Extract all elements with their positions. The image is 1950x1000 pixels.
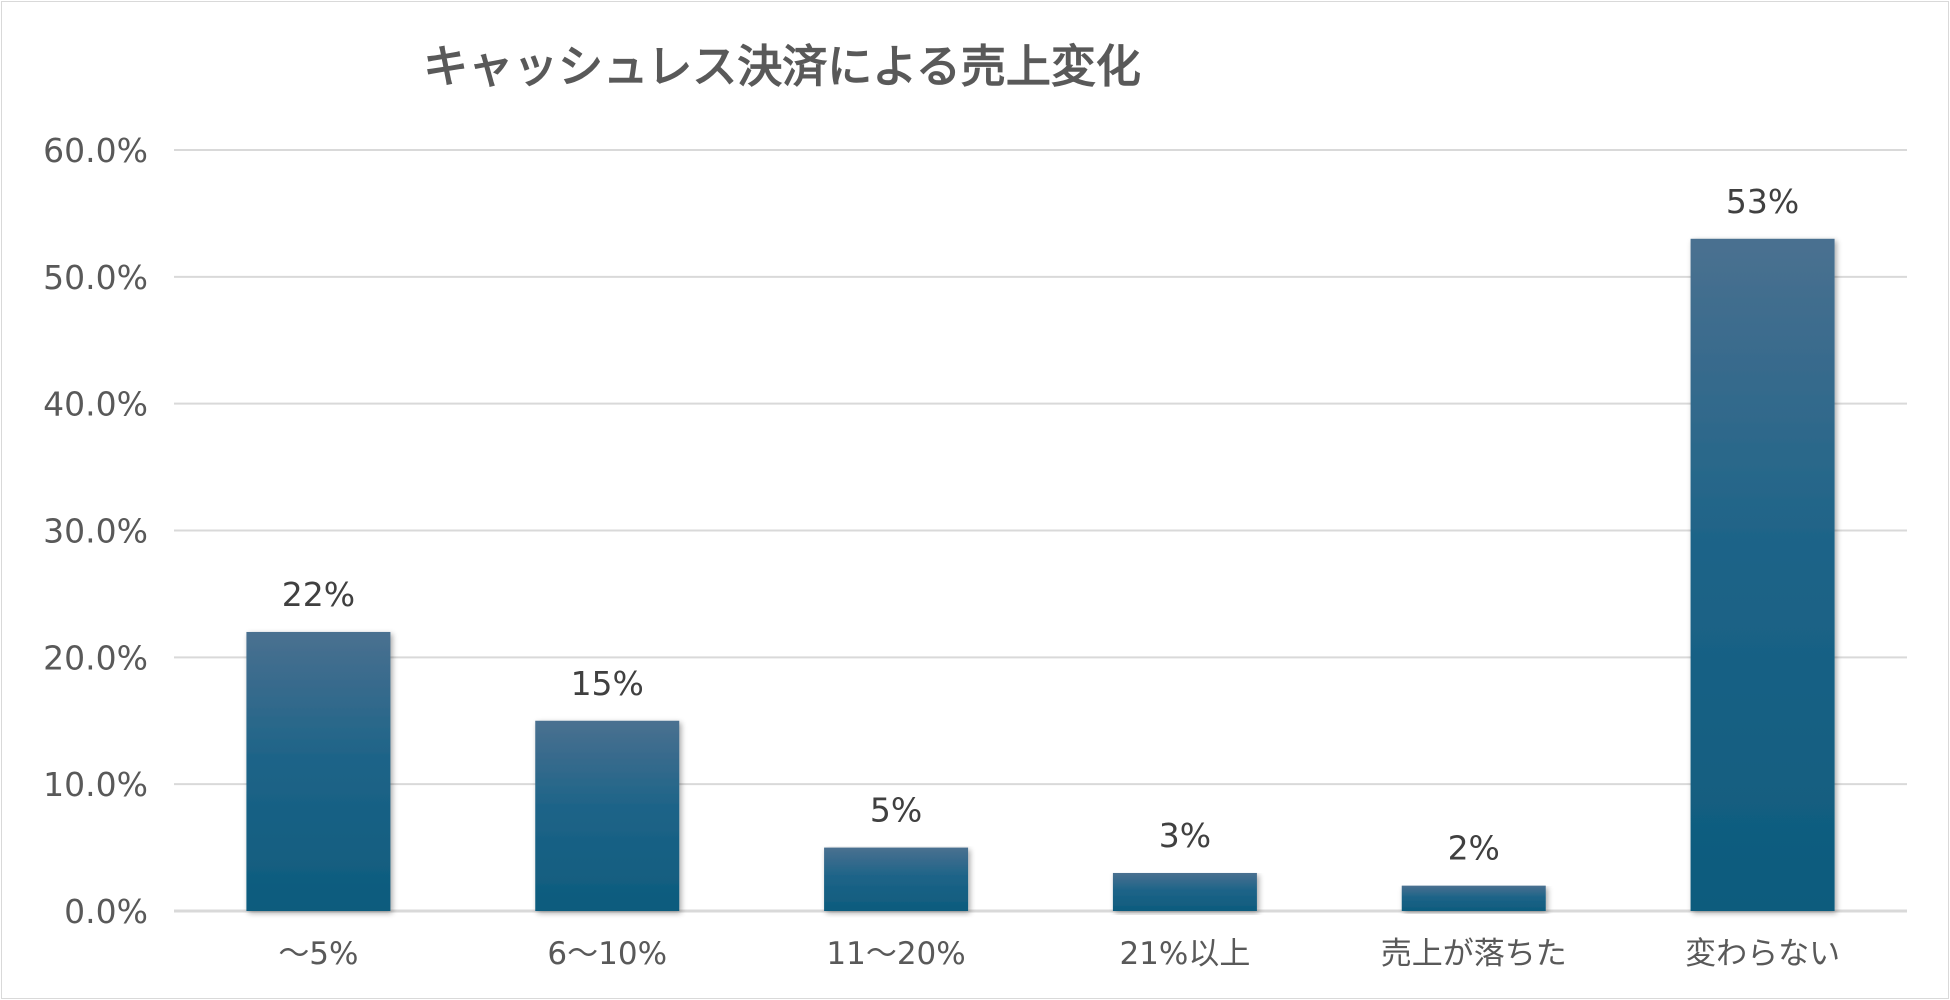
y-tick-label: 10.0% xyxy=(43,765,148,804)
x-tick-label: 21%以上 xyxy=(1119,936,1250,972)
data-label: 22% xyxy=(282,575,355,614)
x-tick-label: 11～20% xyxy=(826,936,965,972)
bar xyxy=(824,847,969,911)
data-label: 5% xyxy=(870,791,922,830)
y-tick-label: 40.0% xyxy=(43,385,148,424)
x-tick-label: 売上が落ちた xyxy=(1381,936,1567,972)
y-tick-label: 60.0% xyxy=(43,131,148,170)
chart-title: キャッシュレス決済による売上変化 xyxy=(423,40,1141,93)
y-tick-label: 0.0% xyxy=(64,892,148,931)
y-axis-tick-labels: 0.0% 10.0% 20.0% 30.0% 40.0% 50.0% 60.0% xyxy=(43,131,148,931)
data-label: 15% xyxy=(571,664,644,703)
bar xyxy=(1112,872,1257,911)
y-tick-label: 50.0% xyxy=(43,258,148,297)
grid-lines xyxy=(174,149,1907,913)
bar xyxy=(1401,885,1546,911)
y-tick-label: 30.0% xyxy=(43,512,148,551)
bar xyxy=(246,631,391,911)
x-tick-label: ～5% xyxy=(278,936,358,972)
x-tick-label: 変わらない xyxy=(1685,936,1840,972)
y-tick-label: 20.0% xyxy=(43,638,148,677)
data-labels: 22% 15% 5% 3% 2% 53% xyxy=(282,182,1800,868)
data-label: 53% xyxy=(1726,182,1799,221)
x-axis-category-labels: ～5% 6～10% 11～20% 21%以上 売上が落ちた 変わらない xyxy=(278,936,1840,972)
bars xyxy=(246,238,1835,912)
data-label: 2% xyxy=(1448,829,1500,868)
bar xyxy=(1690,238,1835,912)
bar xyxy=(535,720,680,911)
data-label: 3% xyxy=(1159,816,1211,855)
x-tick-label: 6～10% xyxy=(547,936,667,972)
